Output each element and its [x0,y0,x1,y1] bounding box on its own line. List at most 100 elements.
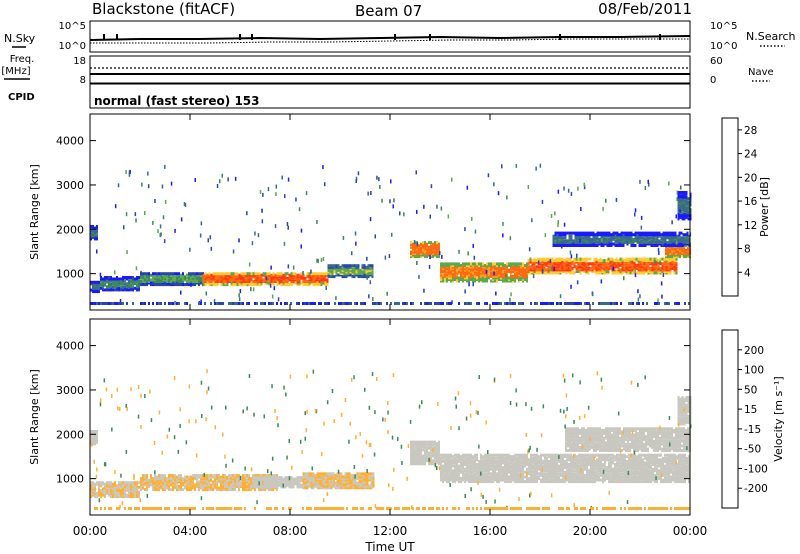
heatmap-cell [226,475,228,479]
power-heatmap [90,163,692,306]
heatmap-cell [566,239,569,243]
heatmap-cell [420,302,422,305]
heatmap-cell [651,268,654,272]
heatmap-cell [573,263,576,267]
heatmap-cell [614,239,617,243]
heatmap-cell [166,275,168,279]
heatmap-cell [363,270,366,274]
heatmap-cell [619,260,622,264]
heatmap-cell [410,244,412,248]
heatmap-cell [597,260,600,264]
heatmap-cell [142,272,144,276]
heatmap-cell [180,290,182,295]
heatmap-cell [172,481,174,485]
heatmap-cell [404,302,406,305]
heatmap-cell [282,275,285,279]
heatmap-cell [577,186,579,191]
heatmap-cell [576,236,579,240]
heatmap-cell [506,268,508,272]
heatmap-cell [164,278,166,282]
heatmap-cell [282,283,285,287]
heatmap-cell [154,488,156,492]
heatmap-cell [666,231,669,235]
heatmap-cell [224,480,226,484]
heatmap-cell [250,272,253,276]
heatmap-cell [506,195,508,200]
heatmap-cell [244,483,246,487]
heatmap-cell [426,242,428,246]
heatmap-cell [306,272,309,276]
heatmap-cell [662,233,665,237]
heatmap-cell [618,242,621,246]
heatmap-cell [622,231,625,235]
heatmap-cell [376,175,378,180]
heatmap-cell [286,302,288,305]
heatmap-cell [210,278,213,282]
heatmap-cell [166,278,168,282]
heatmap-cell [242,280,245,283]
heatmap-cell [358,472,361,476]
heatmap-cell [302,278,305,282]
heatmap-cell [580,302,582,305]
heatmap-cell [444,273,446,277]
heatmap-cell [410,457,412,461]
heatmap-cell [192,474,194,478]
heatmap-cell [556,234,559,238]
heatmap-cell [284,194,286,199]
heatmap-cell [340,472,343,476]
heatmap-cell [110,481,112,485]
heatmap-cell [634,273,637,278]
heatmap-cell [230,281,233,285]
heatmap-cell [604,231,607,235]
heatmap-cell [206,483,208,487]
heatmap-cell [352,473,355,477]
heatmap-cell [238,477,240,481]
heatmap-cell [342,480,345,484]
heatmap-cell [667,247,669,251]
heatmap-cell [202,488,204,492]
heatmap-cell [240,483,242,487]
heatmap-cell [304,302,306,305]
heatmap-cell [234,480,236,484]
heatmap-cell [244,280,247,283]
heatmap-cell [533,266,536,270]
heatmap-cell [142,474,144,478]
heatmap-cell [504,273,506,277]
heatmap-cell [334,477,337,480]
heatmap-cell [578,242,581,246]
heatmap-cell [683,203,686,207]
heatmap-cell [180,278,182,282]
heatmap-cell [666,242,669,246]
heatmap-cell [530,302,532,305]
heatmap-cell [236,278,239,282]
heatmap-cell [585,268,588,272]
heatmap-cell [456,470,458,474]
heatmap-cell [156,283,158,287]
heatmap-cell [439,251,441,255]
heatmap-cell [318,302,320,305]
heatmap-cell [364,480,367,484]
heatmap-cell [369,272,372,275]
heatmap-cell [673,257,676,261]
heatmap-cell [357,265,360,269]
heatmap-cell [372,477,375,480]
heatmap-cell [140,477,142,481]
heatmap-cell [688,302,690,305]
heatmap-cell [438,253,440,257]
heatmap-cell [444,464,446,468]
heatmap-cell [624,231,627,235]
heatmap-cell [216,283,219,287]
heatmap-cell [440,273,442,277]
heatmap-cell [228,275,231,279]
heatmap-cell [168,280,170,283]
heatmap-cell [116,285,118,289]
heatmap-cell [132,279,134,283]
heatmap-cell [152,272,154,276]
heatmap-cell [174,280,176,283]
heatmap-cell [533,265,536,269]
heatmap-cell [142,483,144,487]
heatmap-cell [130,285,132,289]
heatmap-cell [586,239,589,243]
heatmap-cell [522,262,524,266]
heatmap-cell [182,272,184,276]
